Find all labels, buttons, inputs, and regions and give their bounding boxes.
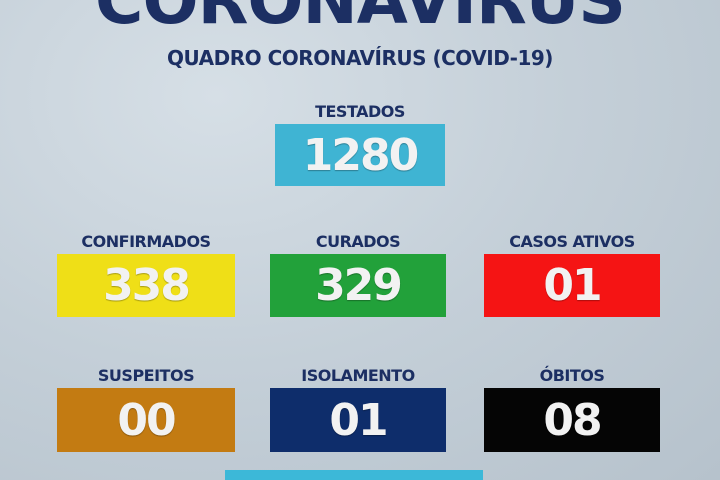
label-testados: TESTADOS [315,102,405,121]
footer-bar [225,470,483,480]
box-confirmados: 338 [57,254,235,317]
box-obitos: 08 [484,388,660,452]
box-testados: 1280 [275,124,445,186]
subtitle: QUADRO CORONAVÍRUS (COVID-19) [167,46,553,70]
box-isolamento: 01 [270,388,446,452]
label-casos-ativos: CASOS ATIVOS [509,232,635,251]
page-title: CORONAVÍRUS [95,0,626,39]
label-obitos: ÓBITOS [539,366,605,385]
label-suspeitos: SUSPEITOS [97,366,195,385]
label-curados: CURADOS [315,232,401,251]
label-isolamento: ISOLAMENTO [301,366,415,385]
box-suspeitos: 00 [57,388,235,452]
box-curados: 329 [270,254,446,317]
label-confirmados: CONFIRMADOS [81,232,211,251]
box-casos-ativos: 01 [484,254,660,317]
